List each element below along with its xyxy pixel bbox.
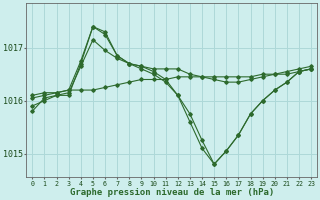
X-axis label: Graphe pression niveau de la mer (hPa): Graphe pression niveau de la mer (hPa) — [70, 188, 274, 197]
